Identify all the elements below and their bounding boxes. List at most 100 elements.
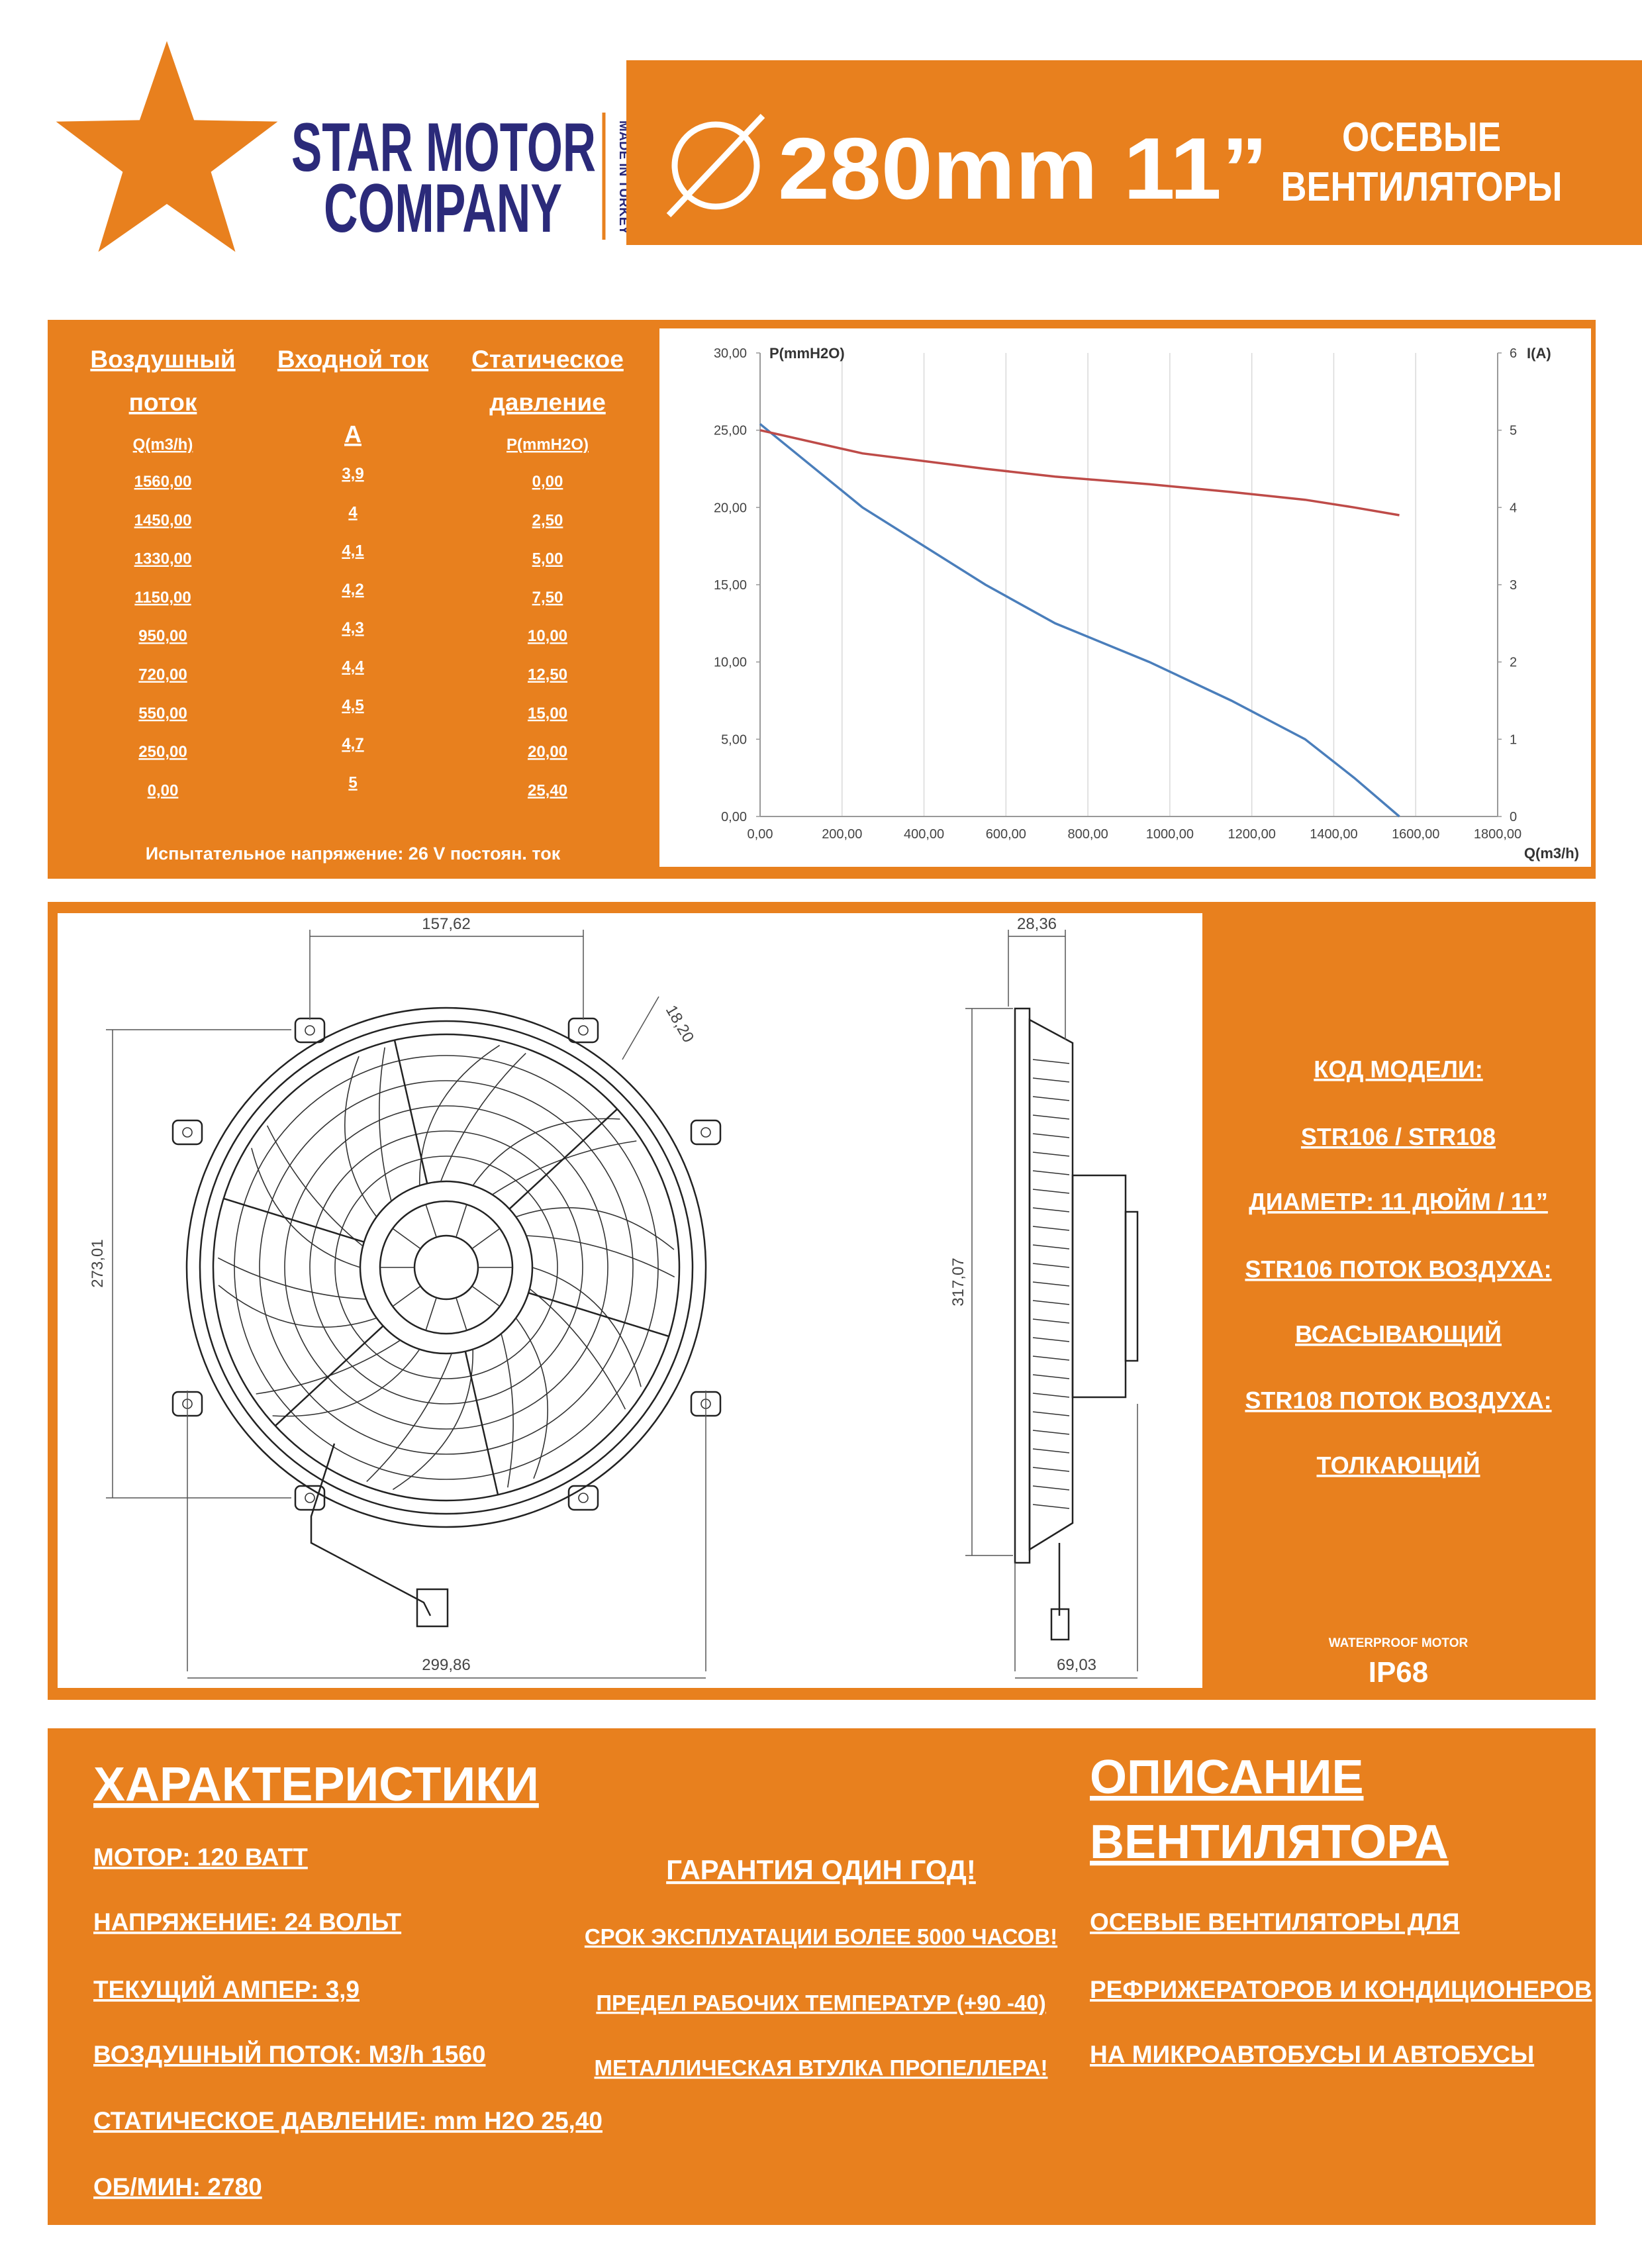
table-cell: 3,9: [342, 465, 363, 483]
side-fin: [1032, 1263, 1070, 1268]
mount-tab: [294, 1485, 326, 1511]
waterproof-rating: IP68: [1369, 1656, 1429, 1689]
y-tick-label: 30,00: [714, 346, 747, 361]
y-axis-label: P(mmH2O): [769, 345, 845, 362]
fan-blade: [472, 1118, 620, 1186]
x-tick-label: 1600,00: [1392, 827, 1439, 842]
x-tick-label: 1200,00: [1228, 827, 1276, 842]
spec-item: ТЕКУЩИЙ АМПЕР: 3,9: [93, 1975, 360, 2003]
table-cell: 1450,00: [134, 511, 192, 529]
motor-wire: [310, 1443, 432, 1616]
diameter-symbol: [666, 113, 765, 218]
x-axis-label: Q(m3/h): [1524, 845, 1579, 862]
spec-item: СТАТИЧЕСКОЕ ДАВЛЕНИЕ: mm H2O 25,40: [93, 2107, 603, 2134]
feature-item: СРОК ЭКСПЛУАТАЦИИ БОЛЕЕ 5000 ЧАСОВ!: [585, 1924, 1057, 1949]
product-label: ОСЕВЫЕ: [1342, 115, 1501, 160]
description-item: РЕФРИЖЕРАТОРОВ И КОНДИЦИОНЕРОВ: [1090, 1976, 1592, 2003]
x-tick-label: 1000,00: [1146, 827, 1194, 842]
mount-tab: [171, 1119, 203, 1146]
model-info: STR106 ПОТОК ВОЗДУХА:: [1245, 1256, 1551, 1283]
table-header: Входной ток: [277, 346, 429, 373]
wire-connector: [416, 1588, 449, 1628]
table-cell: 4,3: [342, 619, 363, 637]
mount-hole: [578, 1493, 589, 1503]
side-fin: [1032, 1096, 1070, 1101]
guard-strut: [508, 1108, 618, 1210]
fan-blade: [272, 1349, 420, 1417]
mount-tab: [567, 1485, 599, 1511]
guard-strut: [464, 1351, 499, 1495]
side-fin: [1032, 1077, 1070, 1083]
model-info: КОД МОДЕЛИ:: [1314, 1056, 1482, 1083]
side-fin: [1032, 1485, 1070, 1491]
guard-ring: [334, 1156, 558, 1379]
fan-blade: [256, 1340, 401, 1395]
dimension-label: 28,36: [1017, 915, 1057, 933]
feature-item: МЕТАЛЛИЧЕСКАЯ ВТУЛКА ПРОПЕЛЛЕРА!: [595, 2055, 1048, 2080]
mount-hole: [305, 1493, 315, 1503]
table-cell: 10,00: [528, 627, 567, 645]
fan-blade: [526, 1235, 675, 1278]
test-note: Испытательное напряжение: 26 V постоян. …: [146, 844, 561, 863]
x-tick-label: 0,00: [748, 827, 773, 842]
table-cell: 4: [348, 503, 358, 521]
mount-tab: [690, 1119, 722, 1146]
table-header: поток: [129, 389, 197, 416]
table-cell: 720,00: [138, 666, 187, 684]
fan-blade: [515, 1317, 548, 1479]
hub-rib: [471, 1285, 501, 1307]
guard-strut: [274, 1325, 384, 1427]
side-fin: [1032, 1244, 1070, 1250]
table-cell: 4,5: [342, 697, 363, 715]
y2-tick-label: 1: [1510, 732, 1517, 747]
table-cell: 20,00: [528, 743, 567, 761]
fan-blade: [418, 1044, 501, 1186]
hub-rib: [392, 1228, 421, 1250]
x-tick-label: 400,00: [904, 827, 944, 842]
mount-hole: [578, 1025, 589, 1036]
guard-ring: [234, 1055, 659, 1480]
side-fin: [1032, 1318, 1070, 1324]
side-fin: [1032, 1226, 1070, 1231]
spec-item: НАПРЯЖЕНИЕ: 24 ВОЛЬТ: [93, 1908, 402, 1936]
side-fin: [1032, 1411, 1070, 1416]
data-line: [759, 422, 1400, 818]
mount-hole: [182, 1127, 193, 1138]
table-cell: 1560,00: [134, 473, 192, 491]
guard-ring: [284, 1105, 608, 1430]
fan-blade: [529, 1288, 626, 1410]
dimension-line: [622, 996, 659, 1060]
side-fin: [1032, 1170, 1070, 1175]
diameter-symbol: [671, 121, 760, 210]
table-cell: 5: [348, 773, 357, 791]
spec-item: ОБ/МИН: 2780: [93, 2173, 262, 2200]
table-cell: 5,00: [532, 550, 563, 568]
brand-line: STAR MOTOR: [291, 109, 596, 186]
y2-tick-label: 4: [1510, 501, 1517, 515]
side-fin: [1032, 1152, 1070, 1157]
side-fin: [1032, 1467, 1070, 1472]
side-body: [1028, 1018, 1074, 1552]
side-fin: [1032, 1300, 1070, 1305]
specs-title: ХАРАКТЕРИСТИКИ: [93, 1758, 539, 1811]
side-fin: [1032, 1356, 1070, 1361]
y-tick-label: 10,00: [714, 656, 747, 670]
table-cell: 550,00: [138, 705, 187, 722]
waterproof-label: WATERPROOF MOTOR: [1329, 1636, 1469, 1650]
hub-rib: [392, 1285, 421, 1307]
y-tick-label: 0,00: [721, 810, 747, 824]
side-motor-cap: [1124, 1210, 1139, 1362]
table-cell: 2,50: [532, 511, 563, 529]
dimension-label: 317,07: [949, 1257, 967, 1306]
side-fin: [1032, 1448, 1070, 1454]
y2-tick-label: 2: [1510, 656, 1517, 670]
y2-axis-label: I(A): [1527, 345, 1551, 362]
fan-blade: [218, 1285, 377, 1328]
table-cell: 0,00: [148, 781, 179, 799]
data-line: [759, 428, 1400, 517]
model-info: ВСАСЫВАЮЩИЙ: [1295, 1320, 1502, 1348]
description-item: ОСЕВЫЕ ВЕНТИЛЯТОРЫ ДЛЯ: [1090, 1908, 1460, 1936]
guard-ring: [259, 1080, 634, 1455]
table-cell: 4,7: [342, 735, 363, 753]
side-fin: [1032, 1430, 1070, 1435]
